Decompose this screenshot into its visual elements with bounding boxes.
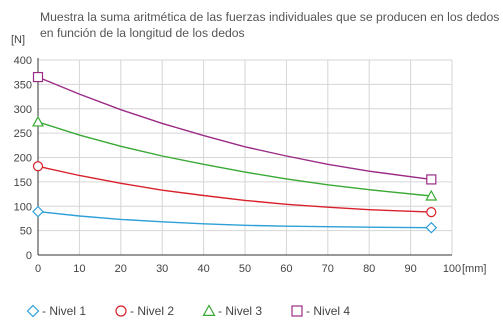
point-marker-nivel-4 (426, 174, 437, 185)
x-tick-label: 60 (280, 263, 292, 275)
y-tick-label: 200 (14, 153, 32, 165)
legend-marker (291, 305, 303, 317)
x-tick-label: 90 (404, 263, 416, 275)
x-tick-label: 100 (443, 263, 461, 275)
point-marker-nivel-2 (32, 161, 44, 172)
y-tick-label: 150 (14, 177, 32, 189)
point-marker-nivel-2 (426, 207, 437, 218)
point-marker-nivel-1 (32, 205, 44, 218)
point-marker-nivel-3 (31, 115, 45, 127)
legend-marker (26, 304, 40, 318)
x-tick-label: 30 (156, 263, 168, 275)
legend-item: - Nivel 2 (114, 304, 174, 318)
legend-item: - Nivel 1 (26, 304, 86, 318)
y-tick-label: 100 (14, 201, 32, 213)
y-tick-label: 0 (26, 250, 32, 262)
triangle-icon (202, 304, 216, 316)
x-tick-label: 20 (115, 263, 127, 275)
x-tick-label: 80 (363, 263, 375, 275)
x-tick-label: 40 (197, 263, 209, 275)
x-tick-label: 0 (35, 263, 41, 275)
x-axis-label: [mm] (462, 263, 486, 275)
point-marker-nivel-1 (425, 221, 438, 234)
y-tick-label: 400 (14, 55, 32, 67)
square-icon (291, 305, 303, 317)
chart-title: Muestra la suma aritmética de las fuerza… (40, 10, 500, 40)
y-tick-label: 350 (14, 79, 32, 91)
legend-label: - Nivel 2 (130, 304, 175, 318)
chart-legend: - Nivel 1 - Nivel 2 - Nivel 3 - Nivel 4 (26, 301, 378, 321)
series-line-nivel-2 (37, 165, 432, 213)
legend-label: - Nivel 1 (42, 304, 87, 318)
legend-marker (202, 304, 216, 316)
x-tick-label: 70 (322, 263, 334, 275)
legend-marker (115, 305, 127, 317)
series-line-nivel-4 (37, 76, 432, 181)
legend-label: - Nivel 4 (306, 304, 351, 318)
diamond-icon (26, 304, 40, 318)
y-axis-label: [N] (11, 34, 25, 46)
point-marker-nivel-3 (425, 189, 438, 201)
x-tick-label: 50 (239, 263, 251, 275)
y-tick-label: 250 (14, 128, 32, 140)
legend-label: - Nivel 3 (218, 304, 263, 318)
y-tick-label: 300 (14, 104, 32, 116)
series-line-nivel-3 (37, 121, 432, 197)
legend-item: - Nivel 3 (202, 304, 262, 318)
y-tick-label: 50 (20, 226, 32, 238)
point-marker-nivel-4 (32, 71, 44, 83)
x-tick-label: 10 (73, 263, 85, 275)
circle-icon (115, 305, 127, 317)
legend-item: - Nivel 4 (290, 304, 350, 318)
series-line-nivel-1 (37, 210, 432, 229)
